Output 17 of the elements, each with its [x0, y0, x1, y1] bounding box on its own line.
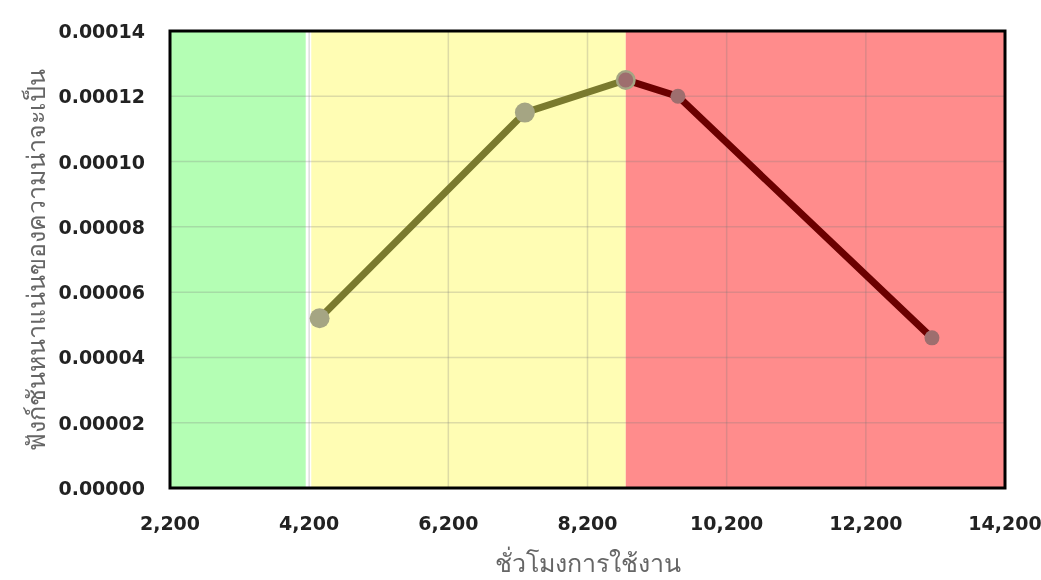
x-tick-label: 14,200	[968, 512, 1041, 534]
x-tick-label: 2,200	[139, 512, 201, 534]
y-tick-label: 0.00008	[58, 215, 145, 238]
y-tick-label: 0.00002	[58, 411, 145, 434]
x-tick-label: 4,200	[279, 512, 340, 534]
y-tick-label: 0.00004	[58, 346, 145, 369]
y-axis-title: ฟังก์ชันหนาแน่นของความน่าจะเป็น	[21, 68, 51, 451]
y-tick-label: 0.00006	[58, 281, 145, 304]
x-tick-label: 8,200	[557, 512, 618, 534]
y-tick-label: 0.00000	[58, 477, 145, 499]
y-tick-label: 0.00014	[58, 20, 145, 42]
x-tick-label: 12,200	[829, 512, 903, 534]
y-tick-label: 0.00012	[58, 85, 145, 108]
x-axis-title: ชั่วโมงการใช้งาน	[494, 546, 681, 578]
y-tick-label: 0.00010	[58, 150, 145, 173]
x-tick-label: 6,200	[418, 512, 479, 534]
x-tick-label: 10,200	[690, 512, 764, 534]
